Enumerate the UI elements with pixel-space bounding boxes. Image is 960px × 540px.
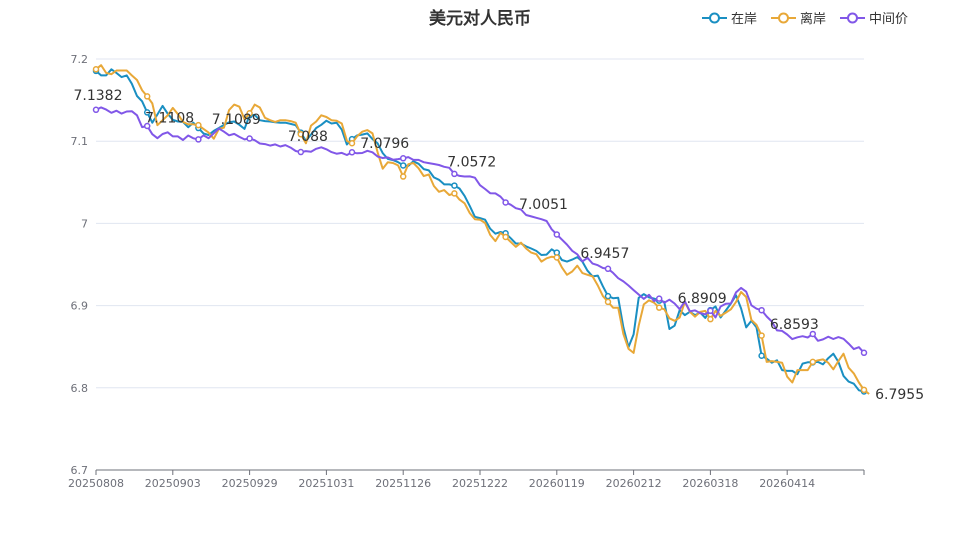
x-tick-label: 20250903: [145, 477, 201, 490]
y-tick-label: 6.8: [71, 382, 89, 395]
x-tick-label: 20260414: [759, 477, 815, 490]
x-tick-label: 20250929: [222, 477, 278, 490]
data-label: 7.0796: [360, 136, 409, 152]
data-point: [707, 307, 714, 315]
data-label: 7.1108: [145, 110, 194, 126]
x-tick-label: 20251031: [298, 477, 354, 490]
data-point: [297, 148, 305, 156]
data-point: [348, 149, 356, 156]
data-point: [758, 306, 765, 314]
x-tick-label: 20260212: [606, 477, 662, 490]
data-point: [451, 190, 458, 197]
y-tick-label: 7: [81, 217, 88, 230]
chart-title: 美元对人民币: [429, 9, 531, 29]
data-point: [553, 254, 561, 261]
data-point: [553, 231, 561, 238]
data-label: 7.0572: [447, 154, 496, 170]
data-point: [604, 265, 612, 273]
legend-line-circle-icon: [839, 12, 865, 23]
legend: 在岸 离岸 中间价: [701, 8, 908, 27]
data-point: [143, 109, 151, 116]
data-point: [399, 173, 407, 180]
data-label: 6.9457: [580, 246, 629, 262]
data-point: [451, 170, 458, 178]
data-label: 7.088: [288, 129, 328, 145]
data-point: [758, 352, 765, 359]
data-point: [604, 292, 612, 300]
data-point: [860, 349, 868, 357]
legend-line-circle-icon: [701, 12, 727, 23]
data-label: 6.8593: [770, 317, 819, 333]
legend-label: 中间价: [868, 12, 908, 27]
data-point: [297, 130, 305, 138]
data-label: 6.8909: [678, 291, 727, 307]
x-tick-label: 20251222: [452, 477, 508, 490]
data-point: [860, 386, 868, 394]
data-point: [348, 140, 356, 147]
data-point: [92, 106, 100, 114]
data-point: [143, 93, 151, 100]
data-point: [92, 66, 100, 73]
data-point: [451, 182, 458, 189]
data-point: [809, 330, 817, 338]
y-tick-label: 7.2: [71, 53, 89, 66]
data-label: 7.1089: [212, 112, 261, 128]
legend-label: 离岸: [799, 12, 826, 27]
data-label: 7.0051: [519, 197, 568, 213]
y-tick-label: 6.9: [71, 300, 89, 313]
data-point: [655, 304, 663, 311]
data-point: [246, 110, 253, 117]
data-point: [655, 295, 663, 302]
data-label: 6.7955: [875, 387, 924, 403]
data-point: [195, 136, 202, 143]
data-point: [246, 135, 253, 142]
legend-item[interactable]: 离岸: [770, 8, 826, 27]
data-point: [143, 122, 151, 130]
data-point: [809, 358, 817, 366]
data-point: [195, 121, 202, 129]
data-point: [707, 315, 714, 323]
series-line: [95, 106, 865, 354]
legend-label: 在岸: [730, 12, 757, 27]
x-tick-label: 20251126: [375, 477, 431, 490]
legend-line-circle-icon: [770, 12, 796, 23]
data-point: [758, 332, 765, 339]
y-tick-label: 7.1: [71, 135, 89, 148]
data-point: [502, 233, 509, 241]
legend-item[interactable]: 在岸: [701, 8, 757, 27]
x-tick-label: 20250808: [68, 477, 124, 490]
data-label: 7.1382: [74, 88, 123, 104]
x-tick-label: 20260119: [529, 477, 585, 490]
legend-item[interactable]: 中间价: [839, 8, 908, 27]
data-point: [502, 199, 509, 206]
data-point: [399, 162, 407, 169]
x-tick-label: 20260318: [682, 477, 738, 490]
data-label: 6.8426: [875, 0, 924, 4]
series-line: [95, 64, 870, 395]
data-point: [604, 298, 612, 306]
data-point: [399, 155, 407, 162]
y-tick-label: 6.7: [71, 464, 89, 477]
